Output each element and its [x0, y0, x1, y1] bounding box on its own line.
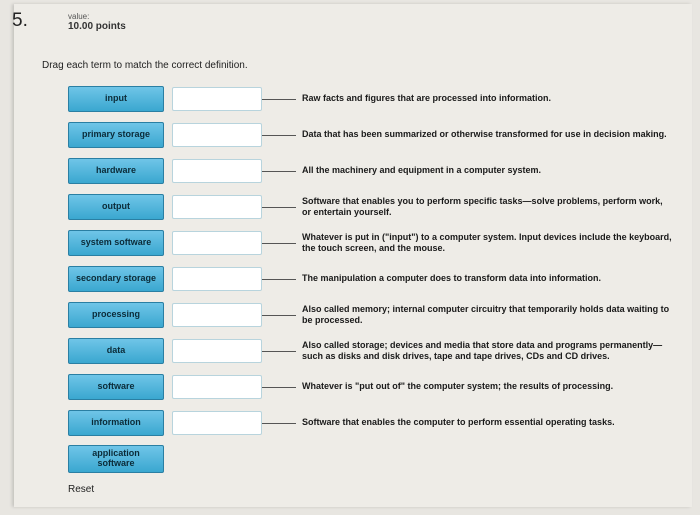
drop-slot[interactable] — [172, 159, 262, 183]
definition-text: Software that enables you to perform spe… — [302, 196, 682, 219]
term-input[interactable]: input — [68, 86, 164, 112]
definition-text: Raw facts and figures that are processed… — [302, 93, 682, 104]
drop-slot[interactable] — [172, 267, 262, 291]
definition-text: The manipulation a computer does to tran… — [302, 273, 682, 284]
definition-text: Data that has been summarized or otherwi… — [302, 129, 682, 140]
term-hardware[interactable]: hardware — [68, 158, 164, 184]
connector-line — [262, 243, 296, 244]
match-row: input Raw facts and figures that are pro… — [68, 84, 682, 114]
match-row: software Whatever is "put out of" the co… — [68, 372, 682, 402]
term-output[interactable]: output — [68, 194, 164, 220]
question-number: 5. — [12, 10, 28, 32]
term-system-software[interactable]: system software — [68, 230, 164, 256]
connector-line — [262, 207, 296, 208]
match-row: system software Whatever is put in ("inp… — [68, 228, 682, 258]
definition-text: Also called memory; internal computer ci… — [302, 304, 682, 327]
value-label: value: — [68, 12, 126, 21]
match-row: application software — [68, 444, 682, 474]
definition-text: Software that enables the computer to pe… — [302, 417, 682, 428]
reset-button[interactable]: Reset — [68, 484, 94, 495]
connector-line — [262, 99, 296, 100]
term-information[interactable]: information — [68, 410, 164, 436]
drop-slot[interactable] — [172, 339, 262, 363]
definition-text: Whatever is put in ("input") to a comput… — [302, 232, 682, 255]
question-header: value: 10.00 points — [68, 12, 126, 32]
match-row: hardware All the machinery and equipment… — [68, 156, 682, 186]
match-row: secondary storage The manipulation a com… — [68, 264, 682, 294]
match-row: information Software that enables the co… — [68, 408, 682, 438]
drop-slot[interactable] — [172, 231, 262, 255]
connector-line — [262, 171, 296, 172]
instruction-text: Drag each term to match the correct defi… — [42, 60, 248, 71]
term-software[interactable]: software — [68, 374, 164, 400]
term-secondary-storage[interactable]: secondary storage — [68, 266, 164, 292]
connector-line — [262, 279, 296, 280]
question-sheet: 5. value: 10.00 points Drag each term to… — [14, 4, 692, 507]
term-data[interactable]: data — [68, 338, 164, 364]
drop-slot[interactable] — [172, 303, 262, 327]
term-processing[interactable]: processing — [68, 302, 164, 328]
connector-line — [262, 315, 296, 316]
definition-text: All the machinery and equipment in a com… — [302, 165, 682, 176]
definition-text: Also called storage; devices and media t… — [302, 340, 682, 363]
connector-line — [262, 423, 296, 424]
term-primary-storage[interactable]: primary storage — [68, 122, 164, 148]
drop-slot[interactable] — [172, 411, 262, 435]
match-row: primary storage Data that has been summa… — [68, 120, 682, 150]
drop-slot[interactable] — [172, 87, 262, 111]
drop-slot[interactable] — [172, 375, 262, 399]
drop-slot[interactable] — [172, 195, 262, 219]
connector-line — [262, 351, 296, 352]
connector-line — [262, 135, 296, 136]
definition-text: Whatever is "put out of" the computer sy… — [302, 381, 682, 392]
term-application-software[interactable]: application software — [68, 445, 164, 473]
points-value: 10.00 points — [68, 21, 126, 32]
match-row: processing Also called memory; internal … — [68, 300, 682, 330]
match-row: output Software that enables you to perf… — [68, 192, 682, 222]
drop-slot[interactable] — [172, 123, 262, 147]
connector-line — [262, 387, 296, 388]
match-rows: input Raw facts and figures that are pro… — [68, 84, 682, 480]
match-row: data Also called storage; devices and me… — [68, 336, 682, 366]
